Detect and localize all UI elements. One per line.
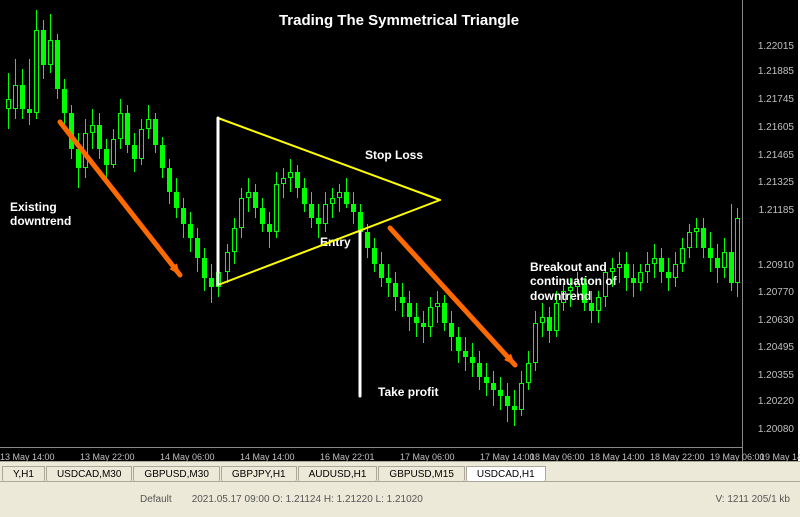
annotation: Stop Loss <box>365 148 423 162</box>
symbol-tab[interactable]: USDCAD,M30 <box>46 466 132 482</box>
y-tick: 1.20220 <box>758 396 794 407</box>
y-tick: 1.21325 <box>758 177 794 188</box>
chart-area[interactable]: Existingdowntrend Stop Loss Entry Take prof… <box>0 0 798 463</box>
y-tick: 1.20770 <box>758 287 794 298</box>
chart-plot[interactable]: Existingdowntrend Stop Loss Entry Take prof… <box>0 0 742 463</box>
y-axis: 1.22015 1.21885 1.21745 1.21605 1.21465 1.213… <box>742 0 798 463</box>
symbol-tab[interactable]: USDCAD,H1 <box>466 466 546 482</box>
symbol-tab[interactable]: GBPJPY,H1 <box>221 466 297 482</box>
symbol-tab[interactable]: GBPUSD,M15 <box>378 466 464 482</box>
y-tick: 1.21745 <box>758 94 794 105</box>
y-tick: 1.21465 <box>758 150 794 161</box>
y-tick: 1.20495 <box>758 342 794 353</box>
annotation: Breakout andcontinuation ofdowntrend <box>530 260 617 303</box>
symbol-tab[interactable]: AUDUSD,H1 <box>298 466 378 482</box>
y-tick: 1.21885 <box>758 66 794 77</box>
trading-chart-window: { "title": "Trading The Symmetrical Tria… <box>0 0 800 517</box>
chart-title: Trading The Symmetrical Triangle <box>279 12 519 29</box>
symbol-tab[interactable]: Y,H1 <box>2 466 45 482</box>
symbol-tab[interactable]: GBPUSD,M30 <box>133 466 219 482</box>
status-toolbar: Default 2021.05.17 09:00 O: 1.21124 H: 1… <box>0 481 800 517</box>
y-tick: 1.20080 <box>758 424 794 435</box>
y-tick: 1.21605 <box>758 122 794 133</box>
y-tick: 1.22015 <box>758 41 794 52</box>
ohlc-text: 2021.05.17 09:00 O: 1.21124 H: 1.21220 L… <box>192 494 423 505</box>
y-tick: 1.20910 <box>758 260 794 271</box>
y-tick: 1.20630 <box>758 315 794 326</box>
annotation: Entry <box>320 235 351 249</box>
symbol-tabs: Y,H1USDCAD,M30GBPUSD,M30GBPJPY,H1AUDUSD,… <box>0 461 800 481</box>
connection-text: V: 1211 205/1 kb <box>715 494 790 505</box>
annotation: Take profit <box>378 385 438 399</box>
y-tick: 1.21185 <box>759 205 794 216</box>
annotation: Existingdowntrend <box>10 200 71 229</box>
y-tick: 1.20355 <box>758 370 794 381</box>
template-label: Default <box>140 494 172 505</box>
